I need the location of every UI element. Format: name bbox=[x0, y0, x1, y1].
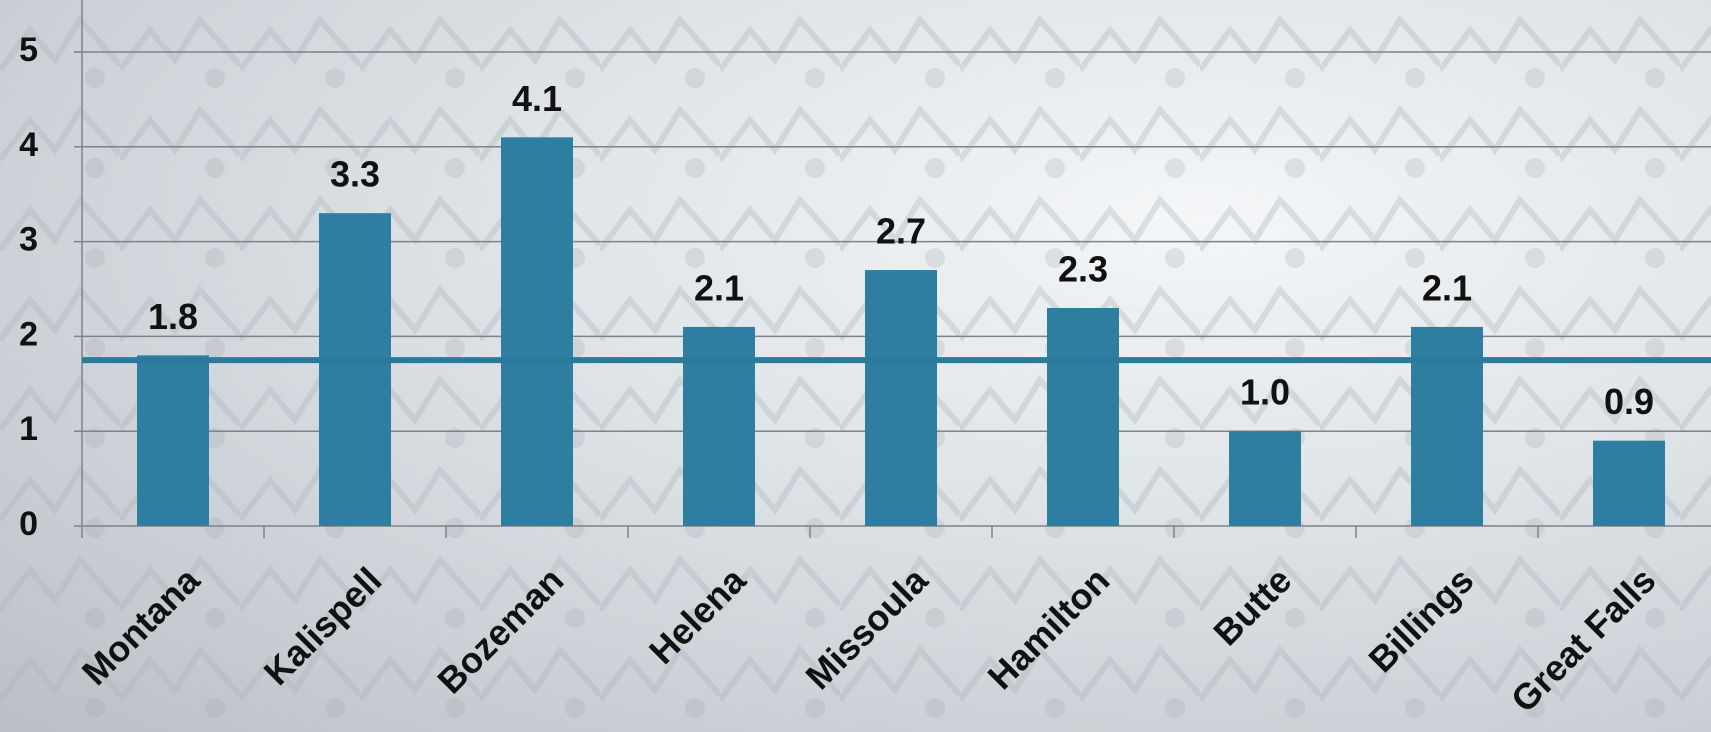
y-tick-label: 1 bbox=[19, 410, 38, 448]
y-tick-label: 5 bbox=[19, 31, 38, 69]
y-tick-label: 3 bbox=[19, 221, 38, 259]
bar bbox=[1593, 440, 1665, 526]
data-label: 0.9 bbox=[1604, 381, 1654, 422]
y-tick-label: 4 bbox=[19, 126, 38, 164]
data-label: 2.3 bbox=[1058, 248, 1108, 289]
data-label: 2.1 bbox=[1422, 267, 1472, 308]
data-label: 2.7 bbox=[876, 211, 926, 252]
data-label: 1.0 bbox=[1240, 372, 1290, 413]
y-tick-label: 2 bbox=[19, 315, 38, 353]
bar bbox=[1047, 307, 1119, 526]
bar bbox=[865, 270, 937, 526]
data-label: 1.8 bbox=[148, 296, 198, 337]
data-label: 2.1 bbox=[694, 267, 744, 308]
bar bbox=[683, 326, 755, 526]
y-tick-label: 0 bbox=[19, 505, 38, 543]
data-label: 3.3 bbox=[330, 154, 380, 195]
bar bbox=[319, 213, 391, 526]
bar bbox=[1411, 326, 1483, 526]
bar bbox=[501, 137, 573, 526]
data-label: 4.1 bbox=[512, 78, 562, 119]
bar bbox=[1229, 431, 1301, 526]
bar bbox=[137, 355, 209, 526]
